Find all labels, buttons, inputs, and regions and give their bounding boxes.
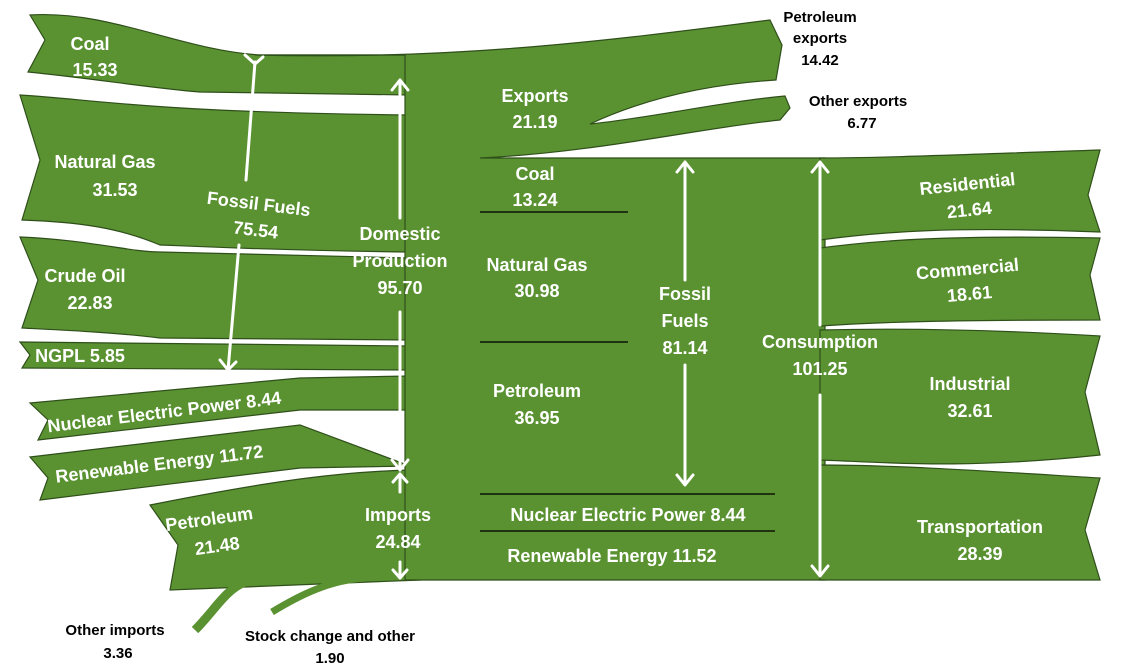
value: 6.77: [847, 115, 876, 132]
value: 15.33: [72, 60, 117, 80]
value: 21.64: [946, 198, 993, 223]
label: Coal: [70, 34, 109, 54]
label: Renewable Energy 11.52: [507, 546, 716, 566]
label: Domestic: [359, 224, 440, 244]
value: 13.24: [512, 190, 557, 210]
value: 18.61: [946, 282, 993, 306]
label: NGPL: [35, 346, 85, 366]
value: 36.95: [514, 408, 559, 428]
label: Other imports: [65, 622, 164, 639]
label: Stock change and other: [245, 628, 415, 645]
value: 95.70: [377, 278, 422, 298]
value: 21.19: [512, 112, 557, 132]
industrial-band: [819, 328, 1101, 465]
value: 22.83: [67, 293, 112, 313]
commercial-band: [819, 236, 1101, 327]
residential-band: [819, 149, 1101, 241]
nuclear-band: [28, 375, 411, 441]
label: Natural Gas: [486, 255, 587, 275]
arrows: [218, 53, 830, 580]
label: Fuels: [661, 311, 708, 331]
value: 3.36: [103, 645, 132, 662]
value: 81.14: [662, 338, 707, 358]
value: 1.90: [315, 650, 344, 667]
value: 5.85: [90, 346, 125, 366]
label: Coal: [515, 164, 554, 184]
renewable-band: [28, 424, 411, 501]
trunk: [254, 19, 826, 581]
label: Other exports: [809, 93, 907, 110]
value: 32.61: [947, 401, 992, 421]
value: 14.42: [801, 52, 839, 69]
label: Industrial: [929, 374, 1010, 394]
ngpl-band: [18, 341, 411, 371]
label: Transportation: [917, 517, 1043, 537]
value: 28.39: [957, 544, 1002, 564]
label: Imports: [365, 505, 431, 525]
value: 24.84: [375, 532, 420, 552]
label: Production: [353, 251, 448, 271]
label: exports: [793, 30, 847, 47]
label: Petroleum: [783, 9, 856, 26]
value: 8.44: [711, 505, 746, 525]
crude-oil-band: [19, 236, 411, 341]
label: Crude Oil: [44, 266, 125, 286]
value: 8.44: [245, 388, 282, 412]
label: Exports: [501, 86, 568, 106]
other-imports-strand: [191, 577, 247, 634]
value: 30.98: [514, 281, 559, 301]
label: Renewable Energy: [507, 546, 667, 566]
label: Fossil: [659, 284, 711, 304]
value: 11.52: [673, 546, 717, 566]
natural-gas-band: [19, 94, 411, 253]
label: Petroleum: [493, 381, 581, 401]
stock-change-strand: [270, 574, 366, 615]
value: 101.25: [792, 359, 847, 379]
label: Natural Gas: [54, 152, 155, 172]
label: Nuclear Electric Power 8.44: [510, 505, 745, 525]
label: Nuclear Electric Power: [510, 505, 705, 525]
label: Consumption: [762, 332, 878, 352]
label: NGPL 5.85: [35, 346, 125, 366]
transportation-band: [819, 464, 1101, 581]
value: 31.53: [92, 180, 137, 200]
